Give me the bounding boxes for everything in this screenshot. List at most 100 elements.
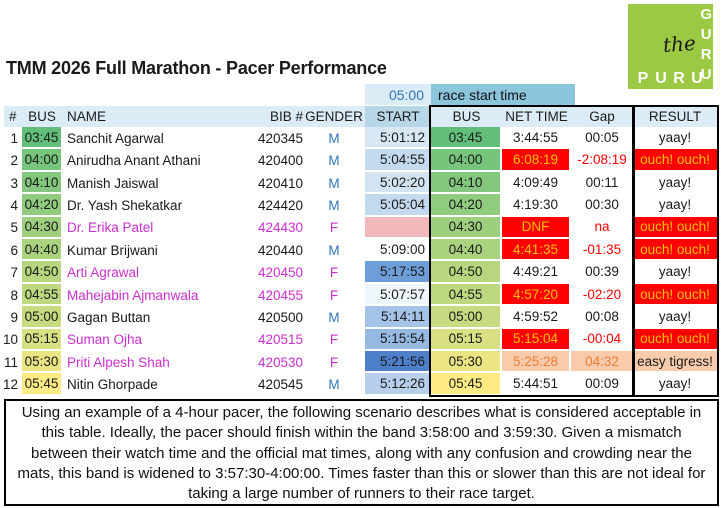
cell-net-time[interactable]: 4:19:30 [502, 194, 571, 217]
cell-bus-actual[interactable]: 04:20 [431, 194, 502, 217]
cell-gender[interactable]: M [328, 197, 340, 213]
cell-bus-scheduled[interactable]: 04:10 [20, 171, 64, 195]
cell-bus-scheduled[interactable]: 04:30 [20, 216, 64, 240]
cell-gap[interactable]: 00:08 [571, 306, 633, 329]
cell-net-time[interactable]: 5:15:04 [502, 328, 571, 352]
cell-gender[interactable]: F [329, 354, 339, 370]
cell-name[interactable]: Dr. Yash Shekatkar [67, 197, 183, 213]
cell-bib[interactable]: 424430 [257, 220, 303, 236]
cell-bus-scheduled[interactable]: 05:15 [20, 328, 64, 352]
cell-result[interactable]: yaay! [633, 373, 717, 396]
cell-result[interactable]: ouch! ouch! [633, 328, 717, 352]
cell-name[interactable]: Kumar Brijwani [67, 242, 158, 258]
column-header-name[interactable]: NAME [64, 106, 256, 127]
cell-gender[interactable]: M [328, 377, 340, 393]
cell-bus-scheduled[interactable]: 05:30 [20, 351, 64, 374]
cell-result[interactable]: yaay! [633, 127, 717, 150]
race-start-time-value-cell[interactable]: 05:00 [365, 84, 431, 105]
cell-index[interactable]: 10 [4, 332, 18, 348]
cell-gender[interactable]: M [328, 175, 340, 191]
race-start-time-label-cell[interactable]: race start time [431, 84, 575, 105]
cell-index[interactable]: 7 [10, 265, 18, 281]
cell-name[interactable]: Sanchit Agarwal [67, 130, 164, 146]
cell-index[interactable]: 1 [10, 130, 18, 146]
cell-result[interactable]: ouch! ouch! [633, 216, 717, 240]
cell-gap[interactable]: na [571, 217, 633, 240]
cell-gap[interactable]: 00:30 [571, 194, 633, 217]
cell-result[interactable]: yaay! [633, 261, 717, 284]
cell-index[interactable]: 2 [10, 153, 18, 169]
cell-bus-scheduled[interactable]: 05:00 [20, 306, 64, 329]
cell-bus-actual[interactable]: 04:10 [431, 171, 502, 195]
cell-name[interactable]: Dr. Erika Patel [67, 220, 154, 236]
cell-gap[interactable]: -02:20 [571, 284, 633, 307]
cell-result[interactable]: ouch! ouch! [633, 283, 717, 307]
cell-bus-actual[interactable]: 05:00 [431, 306, 502, 329]
cell-name[interactable]: Arti Agrawal [67, 265, 140, 281]
cell-bus-actual[interactable]: 05:30 [431, 351, 502, 374]
cell-index[interactable]: 4 [10, 197, 18, 213]
column-header-gender[interactable]: GENDER [303, 106, 365, 127]
cell-bus-scheduled[interactable]: 04:40 [20, 239, 64, 262]
cell-index[interactable]: 12 [4, 377, 18, 393]
cell-gender[interactable]: M [328, 242, 340, 258]
cell-gender[interactable]: F [329, 287, 339, 303]
column-header-bib[interactable]: BIB # [256, 106, 303, 127]
cell-net-time[interactable]: 5:44:51 [502, 373, 571, 396]
cell-gender[interactable]: M [328, 153, 340, 169]
cell-gender[interactable]: M [328, 130, 340, 146]
cell-bus-actual[interactable]: 04:50 [431, 261, 502, 284]
cell-bus-actual[interactable]: 04:30 [431, 216, 502, 240]
cell-name[interactable]: Gagan Buttan [67, 309, 151, 325]
column-header-bus[interactable]: BUS [20, 106, 64, 127]
cell-index[interactable]: 6 [10, 242, 18, 258]
cell-bus-scheduled[interactable]: 05:45 [20, 373, 64, 396]
cell-name[interactable]: Nitin Ghorpade [67, 377, 158, 393]
cell-net-time[interactable]: 4:57:20 [502, 283, 571, 307]
cell-gender[interactable]: M [328, 309, 340, 325]
column-header-net-time[interactable]: NET TIME [502, 106, 571, 127]
cell-name[interactable]: Suman Ojha [67, 332, 143, 348]
cell-net-time[interactable]: 4:49:21 [502, 261, 571, 284]
cell-index[interactable]: 3 [10, 175, 18, 191]
cell-start-time[interactable]: 5:12:26 [365, 373, 431, 396]
cell-name[interactable]: Mahejabin Ajmanwala [67, 287, 199, 303]
cell-result[interactable]: yaay! [633, 194, 717, 217]
cell-net-time[interactable]: 4:59:52 [502, 306, 571, 329]
cell-start-time[interactable]: 5:04:55 [365, 149, 431, 172]
cell-result[interactable]: ouch! ouch! [633, 149, 717, 172]
cell-bus-actual[interactable]: 05:15 [431, 328, 502, 352]
cell-bus-actual[interactable]: 03:45 [431, 127, 502, 150]
cell-gender[interactable]: F [329, 265, 339, 281]
column-header-index[interactable]: # [4, 106, 20, 127]
cell-gender[interactable]: F [329, 332, 339, 348]
cell-bib[interactable]: 420440 [257, 242, 303, 258]
cell-net-time[interactable]: 3:44:55 [502, 127, 571, 150]
column-header-gap[interactable]: Gap [571, 106, 633, 127]
cell-bib[interactable]: 420530 [257, 354, 303, 370]
cell-bib[interactable]: 420455 [257, 287, 303, 303]
cell-start-time[interactable]: 5:21:56 [365, 351, 431, 374]
cell-gap[interactable]: 00:09 [571, 373, 633, 396]
cell-bus-scheduled[interactable]: 03:45 [20, 127, 64, 150]
cell-result[interactable]: yaay! [633, 172, 717, 195]
cell-gap[interactable]: 00:11 [571, 172, 633, 195]
cell-bus-actual[interactable]: 05:45 [431, 373, 502, 396]
cell-start-time[interactable] [365, 216, 431, 240]
column-header-result[interactable]: RESULT [633, 106, 717, 127]
cell-result[interactable]: easy tigress! [633, 351, 717, 374]
cell-name[interactable]: Priti Alpesh Shah [67, 354, 170, 370]
cell-gap[interactable]: 04:32 [571, 351, 633, 374]
cell-gap[interactable]: -01:35 [571, 239, 633, 262]
cell-result[interactable]: yaay! [633, 306, 717, 329]
cell-bus-actual[interactable]: 04:40 [431, 239, 502, 262]
cell-bus-scheduled[interactable]: 04:50 [20, 261, 64, 284]
cell-net-time[interactable]: 6:08:19 [502, 149, 571, 172]
cell-name[interactable]: Manish Jaiswal [67, 175, 159, 191]
cell-gap[interactable]: 00:05 [571, 127, 633, 150]
cell-bib[interactable]: 420410 [257, 175, 303, 191]
cell-start-time[interactable]: 5:09:00 [365, 239, 431, 262]
cell-bus-actual[interactable]: 04:55 [431, 283, 502, 307]
cell-bib[interactable]: 420500 [257, 309, 303, 325]
cell-bus-scheduled[interactable]: 04:00 [20, 149, 64, 172]
